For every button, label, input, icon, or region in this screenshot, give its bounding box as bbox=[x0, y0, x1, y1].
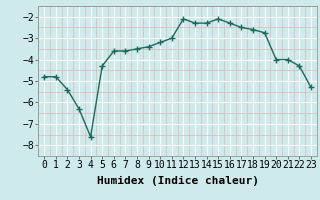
X-axis label: Humidex (Indice chaleur): Humidex (Indice chaleur) bbox=[97, 176, 259, 186]
